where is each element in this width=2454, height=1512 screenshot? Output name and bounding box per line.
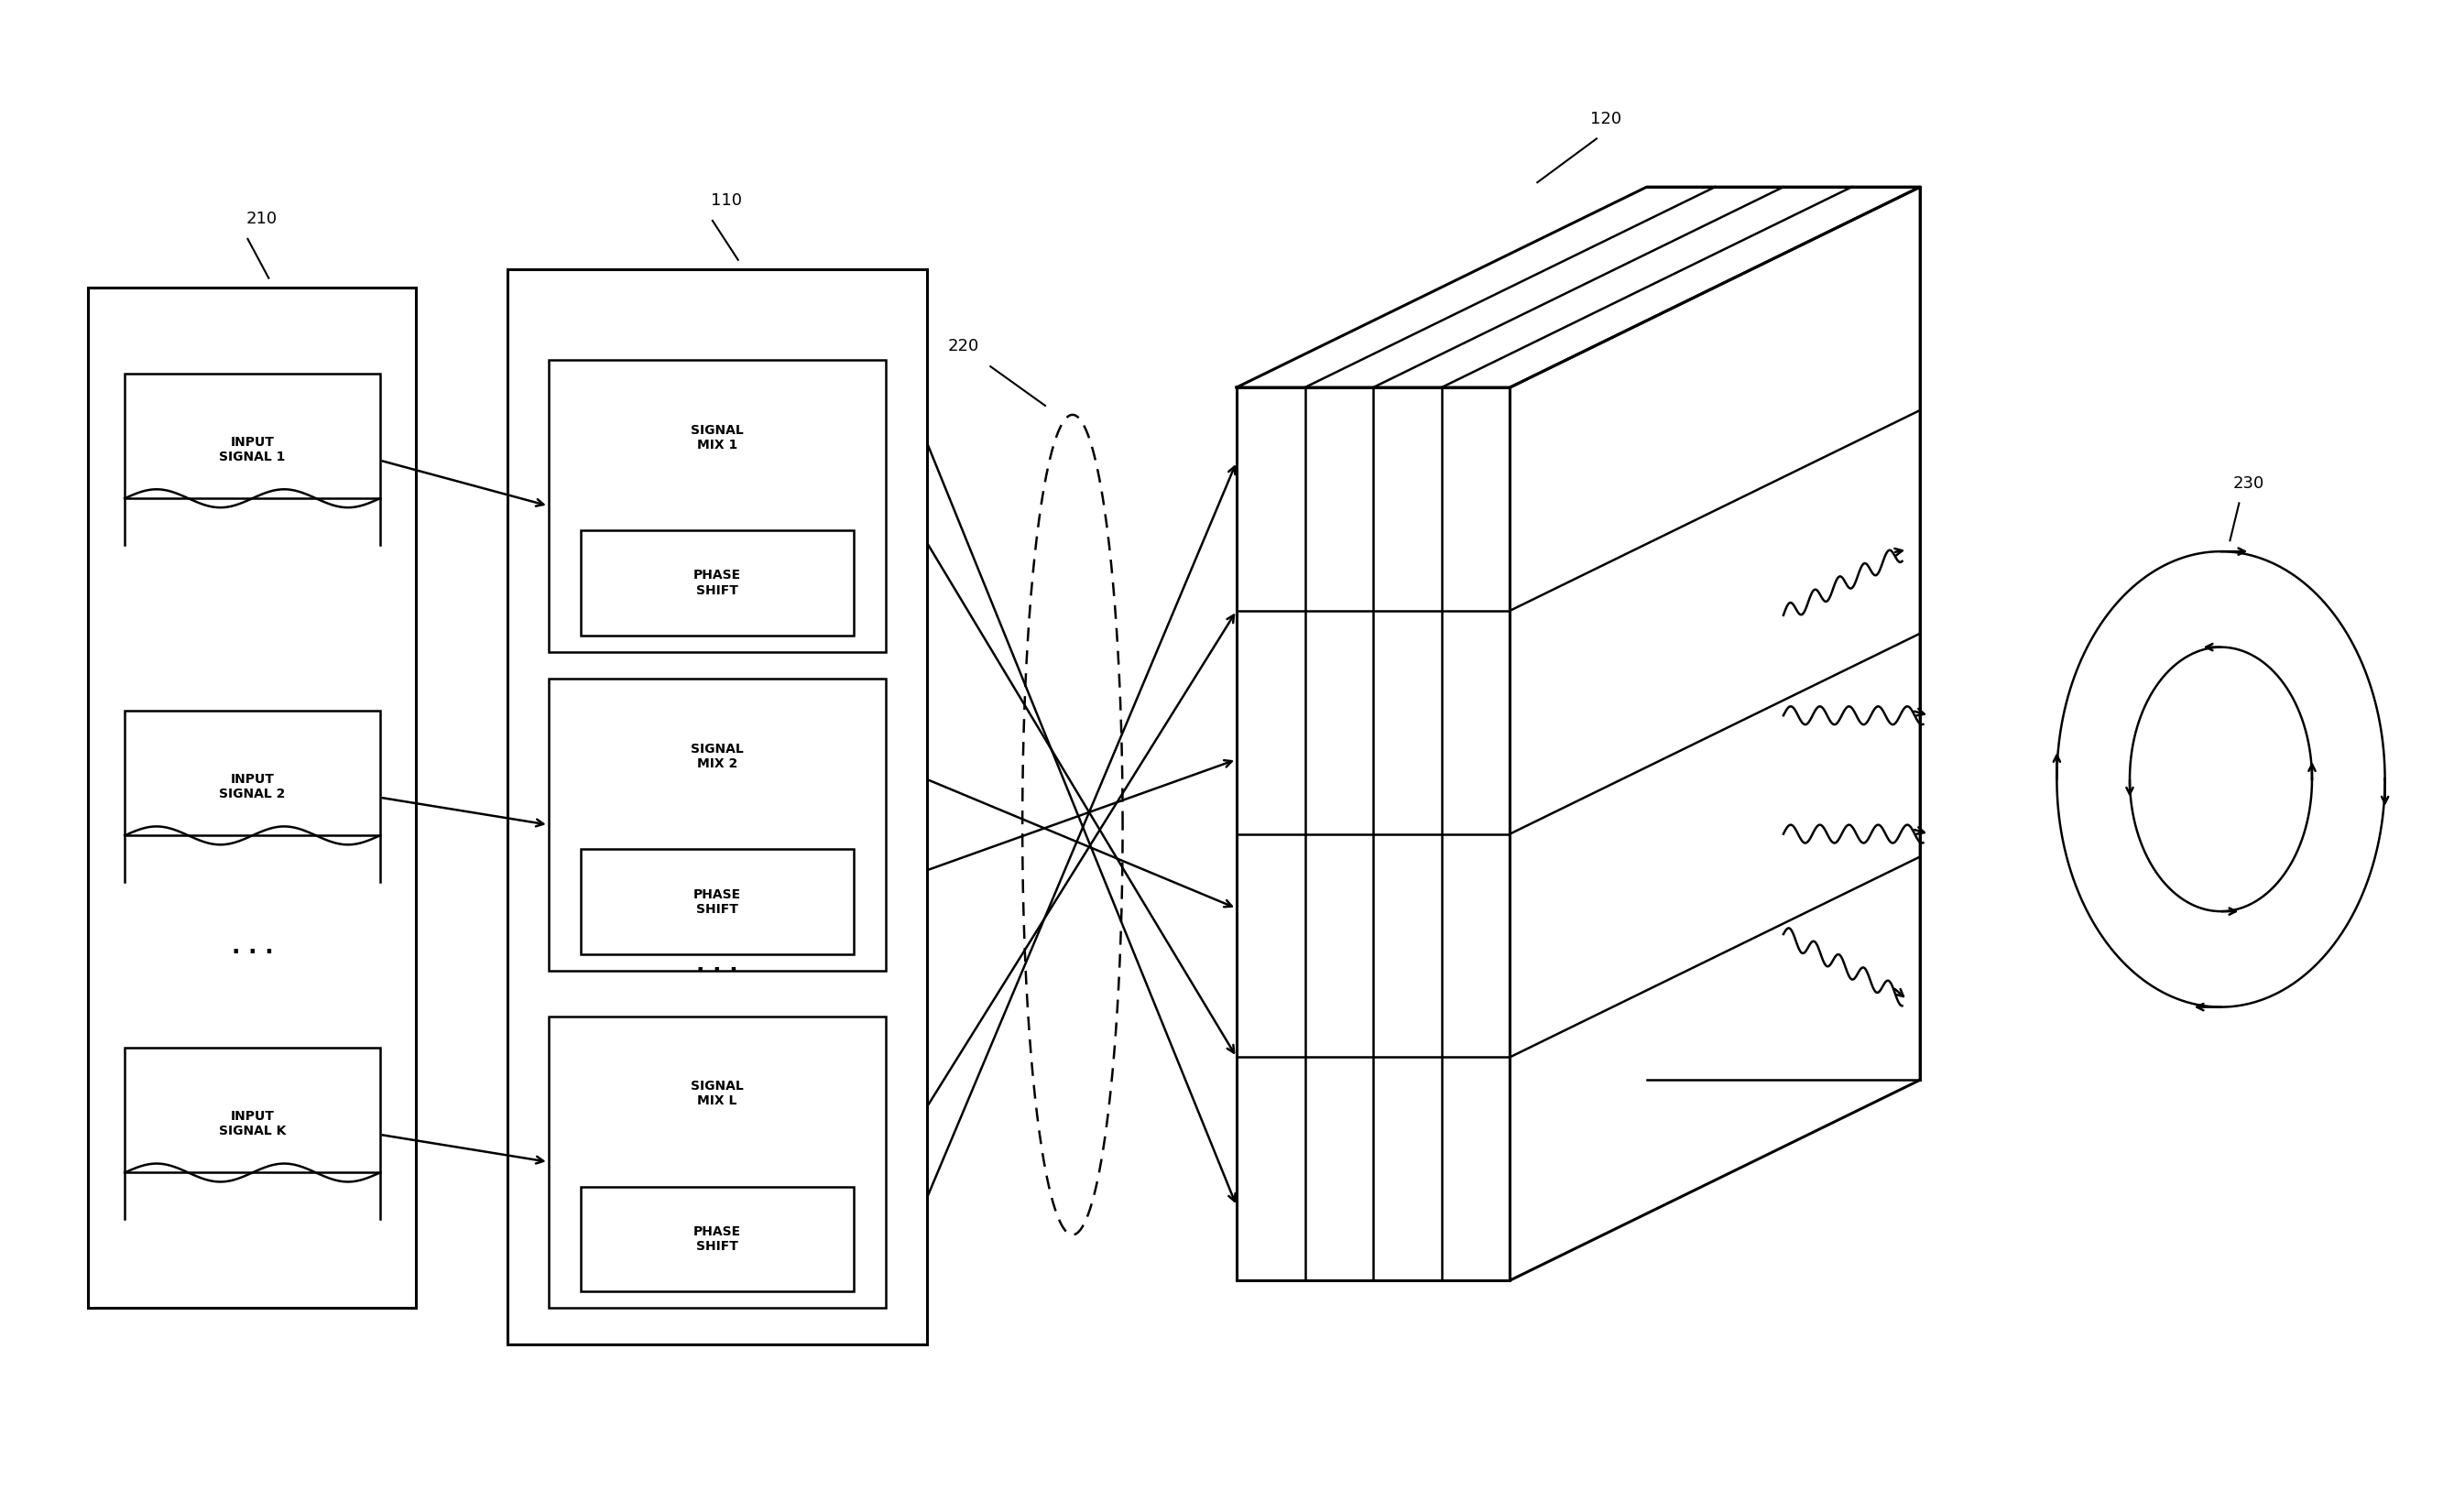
Text: 210: 210 — [245, 210, 277, 227]
Text: 110: 110 — [712, 192, 741, 209]
Text: INPUT
SIGNAL K: INPUT SIGNAL K — [218, 1110, 285, 1137]
Text: PHASE
SHIFT: PHASE SHIFT — [692, 1225, 741, 1253]
Bar — [125, 711, 380, 836]
Text: INPUT
SIGNAL 1: INPUT SIGNAL 1 — [218, 435, 285, 463]
Bar — [88, 287, 417, 1308]
Text: · · ·: · · · — [231, 942, 272, 963]
Text: · · ·: · · · — [697, 960, 739, 981]
Text: 120: 120 — [1590, 110, 1622, 127]
Text: PHASE
SHIFT: PHASE SHIFT — [692, 569, 741, 597]
Bar — [579, 850, 854, 954]
Bar — [508, 269, 928, 1344]
Bar — [1237, 387, 1509, 1281]
Bar — [125, 373, 380, 499]
Text: INPUT
SIGNAL 2: INPUT SIGNAL 2 — [218, 773, 285, 800]
Text: 230: 230 — [2233, 475, 2265, 491]
Bar — [579, 1187, 854, 1291]
Polygon shape — [1509, 187, 1919, 1281]
Text: SIGNAL
MIX 1: SIGNAL MIX 1 — [690, 423, 744, 452]
Bar — [550, 1016, 886, 1308]
Text: 220: 220 — [947, 339, 979, 355]
Bar — [550, 360, 886, 652]
Text: SIGNAL
MIX 2: SIGNAL MIX 2 — [690, 742, 744, 770]
Bar — [125, 1048, 380, 1173]
Bar — [550, 679, 886, 971]
Text: SIGNAL
MIX L: SIGNAL MIX L — [690, 1080, 744, 1107]
Bar — [579, 531, 854, 635]
Polygon shape — [1237, 187, 1919, 387]
Text: PHASE
SHIFT: PHASE SHIFT — [692, 888, 741, 916]
